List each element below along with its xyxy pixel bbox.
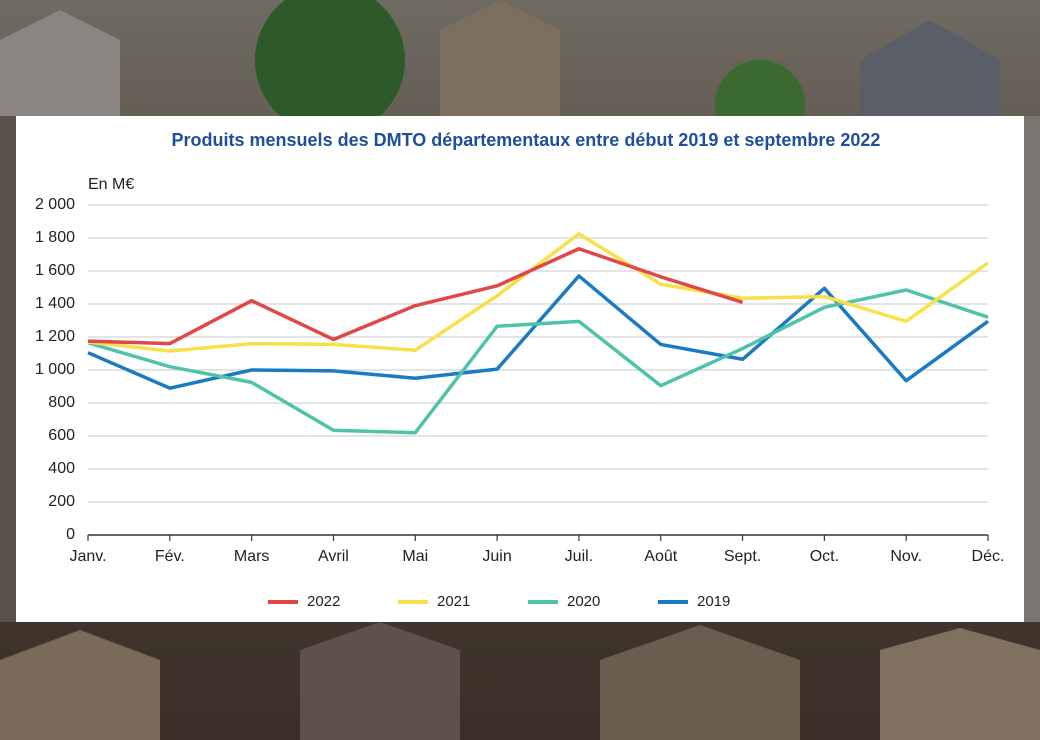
y-axis-label: En M€ bbox=[88, 176, 134, 193]
series-line bbox=[87, 246, 744, 346]
x-tick-label: Avril bbox=[318, 548, 349, 565]
x-tick-label: Déc. bbox=[972, 548, 1005, 565]
series-line bbox=[87, 288, 989, 435]
y-tick-label: 1 800 bbox=[35, 229, 75, 246]
y-tick-label: 1 400 bbox=[35, 295, 75, 312]
x-tick-label: Oct. bbox=[810, 548, 839, 565]
y-tick-label: 1 200 bbox=[35, 328, 75, 345]
x-tick-label: Nov. bbox=[890, 548, 922, 565]
y-tick-label: 800 bbox=[48, 394, 75, 411]
legend-label: 2021 bbox=[437, 593, 470, 610]
x-tick-label: Juil. bbox=[565, 548, 593, 565]
chart-panel bbox=[16, 116, 1024, 622]
y-tick-label: 200 bbox=[48, 493, 75, 510]
x-tick-label: Janv. bbox=[69, 548, 106, 565]
x-tick-label: Fév. bbox=[155, 548, 185, 565]
x-tick-label: Mai bbox=[402, 548, 428, 565]
y-tick-label: 1 000 bbox=[35, 361, 75, 378]
legend-label: 2019 bbox=[697, 593, 730, 610]
x-tick-label: Juin bbox=[482, 548, 511, 565]
y-tick-label: 600 bbox=[48, 427, 75, 444]
y-tick-label: 0 bbox=[66, 526, 75, 543]
chart-title: Produits mensuels des DMTO départementau… bbox=[172, 130, 881, 150]
x-tick-label: Sept. bbox=[724, 548, 761, 565]
legend-label: 2020 bbox=[567, 593, 600, 610]
y-tick-label: 2 000 bbox=[35, 196, 75, 213]
series-line bbox=[87, 232, 990, 353]
y-tick-label: 1 600 bbox=[35, 262, 75, 279]
y-tick-label: 400 bbox=[48, 460, 75, 477]
x-tick-label: Août bbox=[644, 548, 677, 565]
x-tick-label: Mars bbox=[234, 548, 270, 565]
legend-label: 2022 bbox=[307, 593, 340, 610]
